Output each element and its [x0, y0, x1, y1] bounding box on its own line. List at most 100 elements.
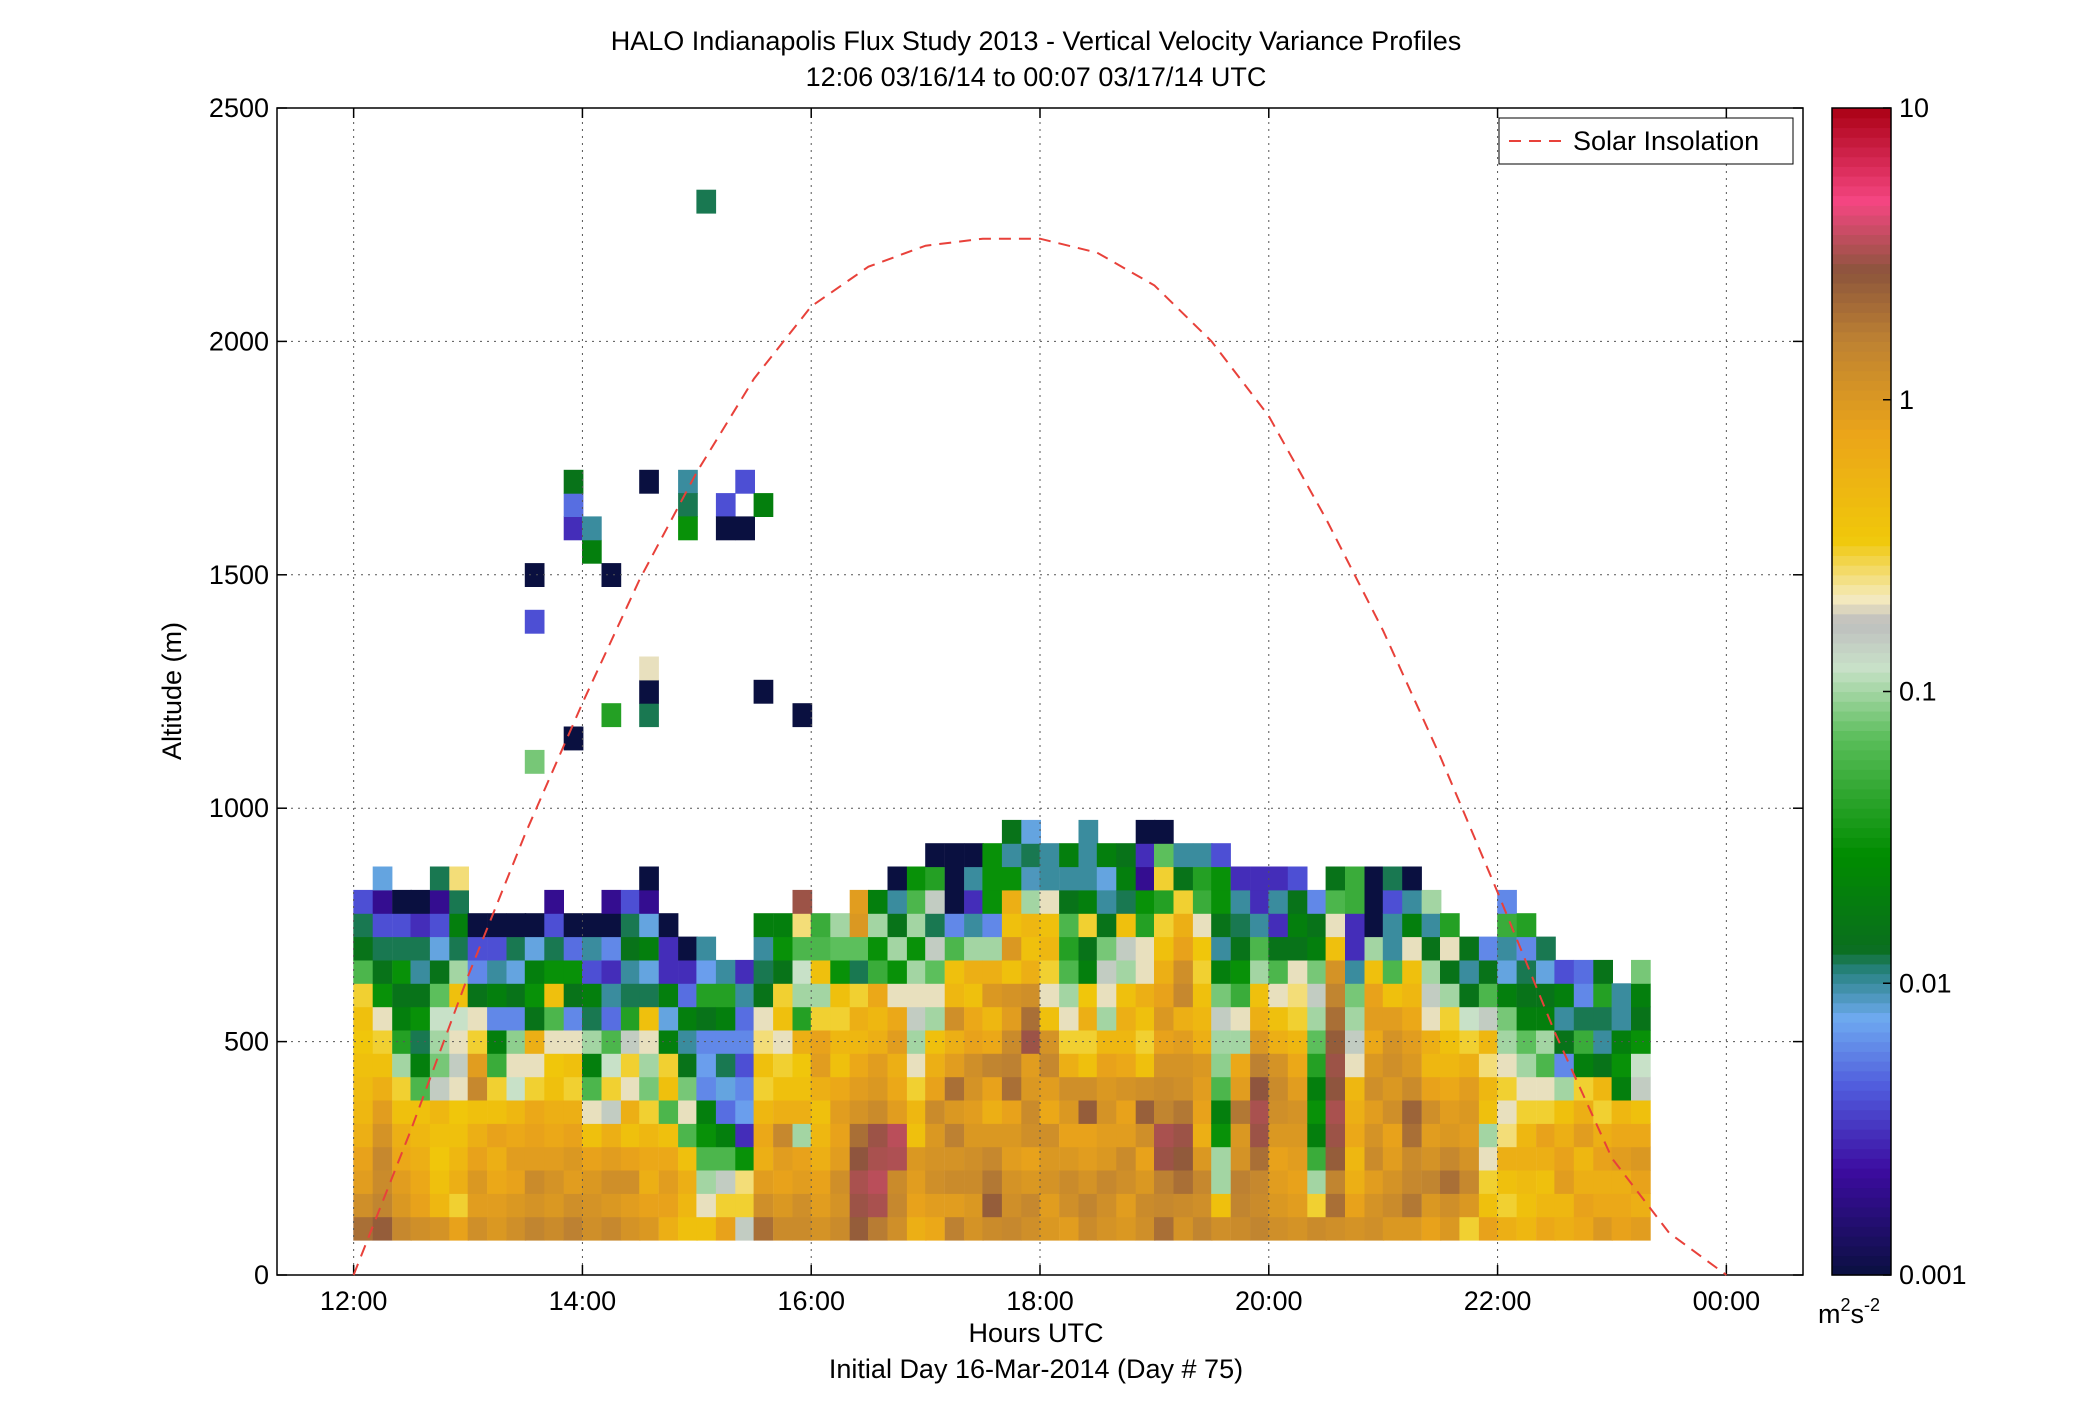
- heatmap-cell: [1345, 1170, 1365, 1194]
- heatmap-cell: [1478, 1146, 1499, 1171]
- heatmap-cell: [753, 1100, 774, 1124]
- heatmap-cell: [944, 843, 965, 868]
- heatmap-cell: [1250, 913, 1270, 938]
- colorbar-segment: [1832, 205, 1891, 216]
- heatmap-cell: [1421, 983, 1442, 1008]
- heatmap-cell: [1364, 913, 1385, 938]
- heatmap-cell: [1516, 1193, 1537, 1218]
- heatmap-cell: [1154, 889, 1174, 914]
- heatmap-cell: [1268, 936, 1289, 961]
- heatmap-cell: [925, 936, 945, 961]
- colorbar-segment: [1832, 1031, 1891, 1043]
- chart-title: HALO Indianapolis Flux Study 2013 - Vert…: [611, 26, 1461, 56]
- colorbar-segment: [1832, 730, 1891, 741]
- heatmap-cell: [1230, 959, 1251, 984]
- heatmap-cell: [1440, 1170, 1460, 1194]
- heatmap-cell: [410, 983, 431, 1008]
- heatmap-cell: [1250, 1170, 1270, 1194]
- heatmap-cell: [830, 1146, 850, 1171]
- heatmap-cell: [1402, 889, 1422, 914]
- heatmap-cell: [1364, 889, 1385, 914]
- heatmap-cell: [524, 1123, 545, 1148]
- heatmap-cell: [1478, 1216, 1499, 1241]
- heatmap-cell: [429, 866, 450, 891]
- heatmap-cell: [1573, 1170, 1594, 1194]
- colorbar-segment: [1832, 351, 1891, 362]
- heatmap-cell: [620, 1170, 641, 1194]
- heatmap-cell: [1611, 1053, 1632, 1078]
- heatmap-cell: [1250, 959, 1270, 984]
- heatmap-cell: [887, 1216, 908, 1241]
- colorbar-tick-label: 0.01: [1899, 968, 1952, 998]
- heatmap-cell: [620, 1076, 641, 1101]
- heatmap-cell: [372, 1100, 393, 1124]
- heatmap-cell: [601, 1146, 622, 1171]
- heatmap-cell: [1001, 1216, 1022, 1241]
- heatmap-cell: [792, 703, 813, 728]
- heatmap-cell: [410, 889, 431, 914]
- heatmap-cell: [1307, 1193, 1327, 1218]
- heatmap-cell: [506, 1006, 527, 1031]
- heatmap-cell: [773, 983, 793, 1008]
- heatmap-cell: [429, 1193, 450, 1218]
- y-tick-label: 1000: [209, 793, 269, 823]
- heatmap-cell: [1497, 936, 1517, 961]
- heatmap-cell: [1268, 1076, 1289, 1101]
- heatmap-cell: [964, 1193, 984, 1218]
- heatmap-cell: [1382, 913, 1403, 938]
- heatmap-cell: [1173, 1170, 1194, 1194]
- heatmap-cell: [1250, 1053, 1270, 1078]
- heatmap-cell: [563, 469, 584, 494]
- heatmap-cell: [524, 563, 545, 587]
- heatmap-cell: [620, 1029, 641, 1054]
- colorbar-segment: [1832, 273, 1891, 284]
- colorbar-segment: [1832, 924, 1891, 936]
- heatmap-cell: [1497, 1029, 1517, 1054]
- heatmap-cell: [1268, 959, 1289, 984]
- heatmap-cell: [1096, 1170, 1117, 1194]
- heatmap-cell: [678, 959, 698, 984]
- heatmap-cell: [1554, 1053, 1575, 1078]
- heatmap-cell: [410, 1029, 431, 1054]
- heatmap-cell: [601, 1029, 622, 1054]
- heatmap-cell: [620, 913, 641, 938]
- heatmap-cell: [1382, 1029, 1403, 1054]
- heatmap-cell: [868, 1216, 888, 1241]
- heatmap-cell: [1573, 1029, 1594, 1054]
- heatmap-cell: [1325, 1006, 1346, 1031]
- heatmap-cell: [1593, 1053, 1613, 1078]
- colorbar-segment: [1832, 652, 1891, 663]
- heatmap-cell: [1211, 1170, 1231, 1194]
- heatmap-cell: [1554, 1029, 1575, 1054]
- heatmap-cell: [1135, 1076, 1156, 1101]
- colorbar-segment: [1832, 1236, 1891, 1247]
- colorbar-segment: [1832, 992, 1891, 1004]
- heatmap-cell: [1230, 866, 1251, 891]
- colorbar-segment: [1832, 1216, 1891, 1227]
- heatmap-cell: [753, 959, 774, 984]
- heatmap-cell: [601, 1193, 622, 1218]
- heatmap-cell: [1096, 913, 1117, 938]
- heatmap-cell: [449, 866, 469, 891]
- heatmap-cell: [1154, 1100, 1174, 1124]
- colorbar-segment: [1832, 749, 1891, 761]
- heatmap-cell: [1364, 1123, 1385, 1148]
- heatmap-cell: [1611, 983, 1632, 1008]
- heatmap-cell: [1154, 843, 1174, 868]
- heatmap-cell: [1497, 1216, 1517, 1241]
- heatmap-cell: [678, 1146, 698, 1171]
- heatmap-cell: [1135, 819, 1156, 844]
- heatmap-cell: [1230, 983, 1251, 1008]
- heatmap-cell: [372, 1053, 393, 1078]
- heatmap-cell: [715, 1193, 736, 1218]
- heatmap-cell: [601, 936, 622, 961]
- heatmap-cell: [524, 749, 545, 774]
- colorbar-segment: [1832, 156, 1891, 167]
- heatmap-cell: [1211, 1193, 1231, 1218]
- heatmap-cell: [1211, 1123, 1231, 1148]
- colorbar-segment: [1832, 1255, 1891, 1266]
- heatmap-cell: [753, 1216, 774, 1241]
- heatmap-cell: [1039, 1100, 1060, 1124]
- heatmap-cell: [1459, 1076, 1480, 1101]
- heatmap-cell: [1497, 1193, 1517, 1218]
